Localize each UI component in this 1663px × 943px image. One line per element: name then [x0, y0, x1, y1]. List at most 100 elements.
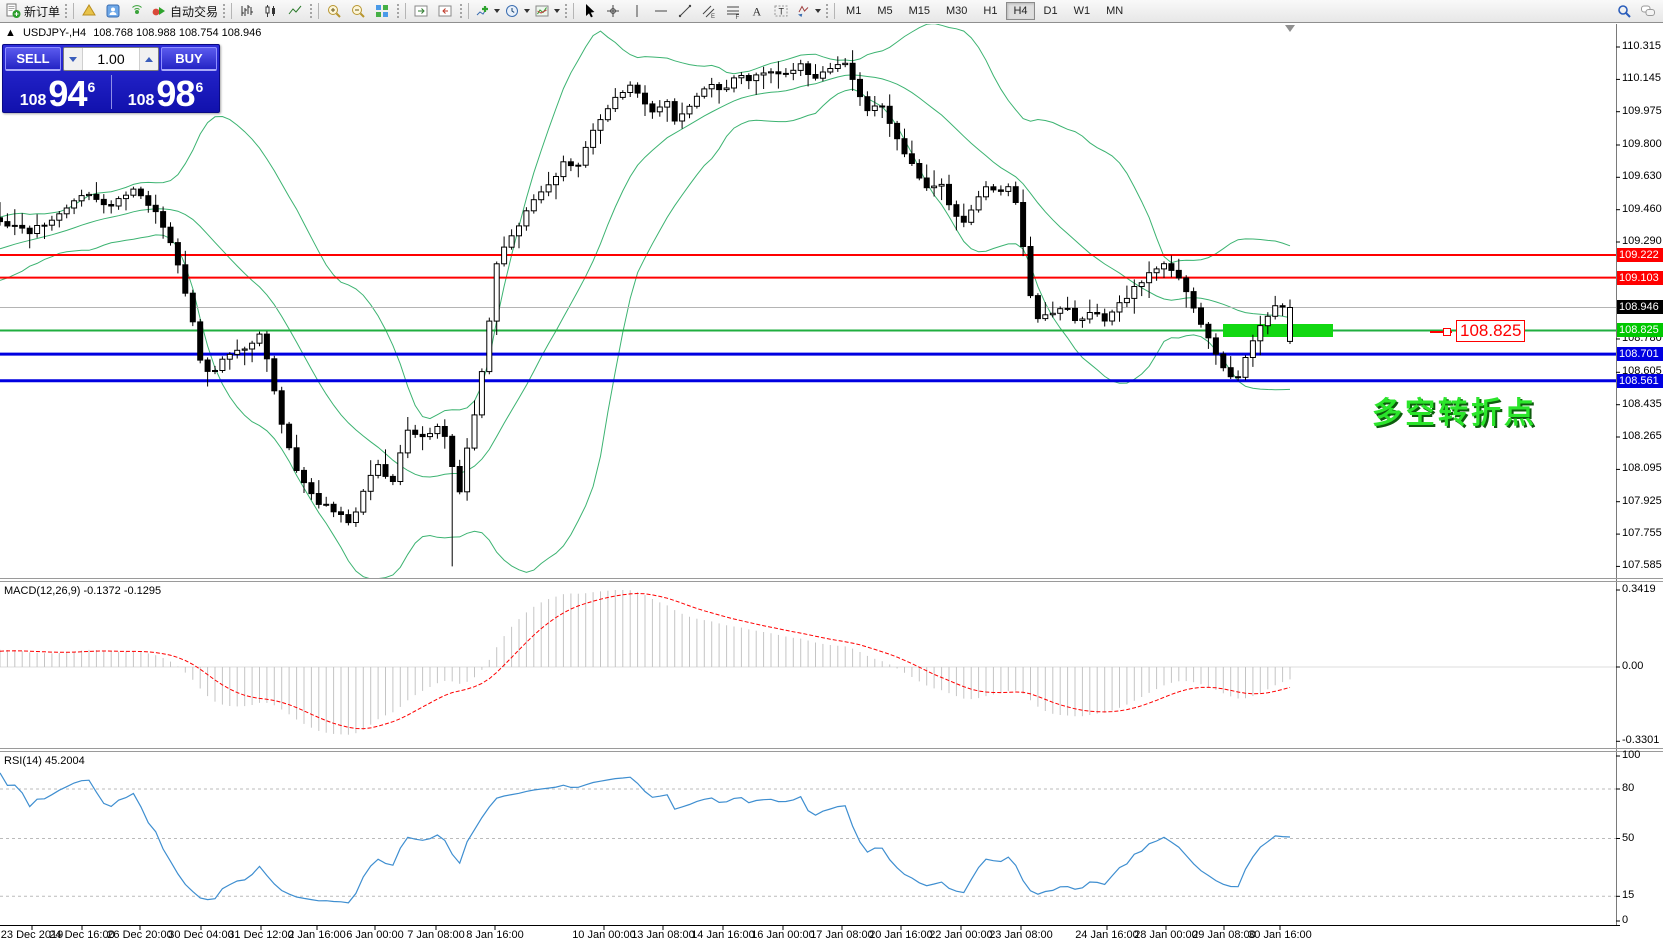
timeframe-H1[interactable]: H1	[983, 5, 998, 17]
arrows-icon	[795, 3, 811, 19]
price-tick-label: 107.755	[1622, 527, 1662, 540]
buy-button[interactable]: BUY	[161, 47, 217, 71]
price-annotation-label[interactable]: 108.825	[1456, 320, 1526, 342]
volume-increase-button[interactable]	[139, 48, 158, 70]
chevron-down-icon[interactable]	[815, 9, 822, 13]
chat-button[interactable]	[1636, 1, 1660, 21]
tile-windows-icon	[374, 3, 390, 19]
time-axis-label: 10 Jan 00:00	[572, 929, 636, 941]
timeframe-D1[interactable]: D1	[1043, 5, 1058, 17]
rsi-tick-label: 50	[1622, 831, 1635, 844]
price-tick-label: 110.145	[1622, 72, 1661, 85]
horizontal-line-button[interactable]	[649, 1, 673, 21]
price-tick-label: 108.435	[1622, 397, 1662, 410]
zoom-out-button[interactable]	[346, 1, 370, 21]
metaeditor-button[interactable]	[77, 1, 101, 21]
chart-shift-button[interactable]	[433, 1, 457, 21]
auto-trading-icon	[151, 3, 167, 19]
price-tick-label: 109.290	[1622, 235, 1662, 248]
timeframe-M30[interactable]: M30	[946, 5, 968, 17]
price-tick-label: 109.630	[1622, 170, 1662, 183]
price-tick-label: 108.095	[1622, 462, 1662, 475]
annotation-text[interactable]: 多空转折点	[1372, 397, 1537, 430]
rsi-tick-label: 0	[1622, 914, 1629, 926]
sell-price-prefix: 108	[19, 92, 47, 109]
line-chart-button[interactable]	[283, 1, 307, 21]
auto-trading-button[interactable]: 自动交易	[149, 1, 220, 21]
signals-button[interactable]	[125, 1, 149, 21]
trendline-icon	[677, 3, 693, 19]
timeframe-M1[interactable]: M1	[846, 5, 862, 17]
timeframe-H4[interactable]: H4	[1006, 2, 1035, 20]
sell-button[interactable]: SELL	[5, 47, 61, 71]
time-axis-label: 26 Dec 20:00	[107, 929, 173, 941]
price-line-badge[interactable]: 108.561	[1617, 373, 1663, 388]
price-line-badge[interactable]: 108.825	[1617, 323, 1663, 338]
svg-text:A: A	[753, 5, 762, 19]
timeframe-M15[interactable]: M15	[908, 5, 930, 17]
new-order-button[interactable]: 新订单	[3, 1, 62, 21]
chart-symbol: USDJPY-,H4	[22, 27, 87, 39]
auto-scroll-button[interactable]	[409, 1, 433, 21]
crosshair-button[interactable]	[601, 1, 625, 21]
equidistant-channel-icon: E	[701, 3, 717, 20]
price-line-badge[interactable]: 108.946	[1617, 300, 1663, 315]
time-axis-label: 13 Jan 08:00	[631, 929, 695, 941]
volume-input[interactable]: 1.00	[97, 51, 125, 67]
time-axis-label: 8 Jan 16:00	[466, 929, 524, 941]
indicators-button[interactable]	[472, 1, 502, 21]
macd-tick-label: 0.3419	[1622, 583, 1656, 595]
trendline-button[interactable]	[673, 1, 697, 21]
price-tick-label: 108.265	[1622, 430, 1662, 443]
search-icon	[1616, 3, 1632, 19]
cursor-button[interactable]	[577, 1, 601, 21]
templates-button[interactable]	[532, 1, 562, 21]
price-line-badge[interactable]: 108.701	[1617, 347, 1663, 362]
volume-decrease-button[interactable]	[64, 48, 83, 70]
text-label-button[interactable]: T	[769, 1, 793, 21]
macd-tick-label: 0.00	[1622, 660, 1644, 672]
fibonacci-button[interactable]: F	[721, 1, 745, 21]
text-button[interactable]: A	[745, 1, 769, 21]
time-axis-label: 23 Dec 2019	[0, 929, 64, 941]
buy-price[interactable]: 108 98 6	[111, 72, 219, 112]
toolbar-separator	[231, 3, 233, 19]
price-tick-label: 109.460	[1622, 202, 1662, 215]
candle-chart-button[interactable]	[259, 1, 283, 21]
search-button[interactable]	[1612, 1, 1636, 21]
tile-windows-button[interactable]	[370, 1, 394, 21]
equidistant-channel-button[interactable]: E	[697, 1, 721, 21]
time-axis-label: 29 Jan 08:00	[1192, 929, 1256, 941]
chart-ohlc-values: 108.768 108.988 108.754 108.946	[93, 27, 262, 39]
bar-chart-button[interactable]	[235, 1, 259, 21]
timeframe-W1[interactable]: W1	[1073, 5, 1091, 17]
sell-price[interactable]: 108 94 6	[3, 72, 111, 112]
time-axis-label: 31 Dec 12:00	[228, 929, 294, 941]
toolbar-grip	[222, 3, 227, 19]
text-label-icon: T	[773, 3, 789, 19]
periods-icon	[504, 3, 520, 19]
chevron-down-icon[interactable]	[554, 9, 561, 13]
timeframe-M5[interactable]: M5	[877, 5, 893, 17]
zoom-in-button[interactable]	[322, 1, 346, 21]
market-button[interactable]	[101, 1, 125, 21]
price-line-badge[interactable]: 109.222	[1617, 247, 1663, 262]
price-line-badge[interactable]: 109.103	[1617, 270, 1663, 285]
periods-button[interactable]	[502, 1, 532, 21]
time-axis-label: 28 Jan 00:00	[1134, 929, 1198, 941]
toolbar-separator	[405, 3, 407, 19]
timeframe-MN[interactable]: MN	[1106, 5, 1124, 17]
svg-text:F: F	[736, 15, 740, 19]
toolbar-separator	[834, 3, 836, 19]
vertical-line-button[interactable]	[625, 1, 649, 21]
text-icon: A	[749, 3, 765, 19]
bar-chart-icon	[239, 3, 255, 19]
cursor-icon	[581, 3, 597, 19]
triangle-down-icon	[69, 56, 77, 62]
arrows-button[interactable]	[793, 1, 823, 21]
indicators-icon	[474, 3, 490, 19]
time-axis-label: 23 Jan 08:00	[989, 929, 1053, 941]
chevron-down-icon[interactable]	[494, 9, 501, 13]
chevron-down-icon[interactable]	[524, 9, 531, 13]
